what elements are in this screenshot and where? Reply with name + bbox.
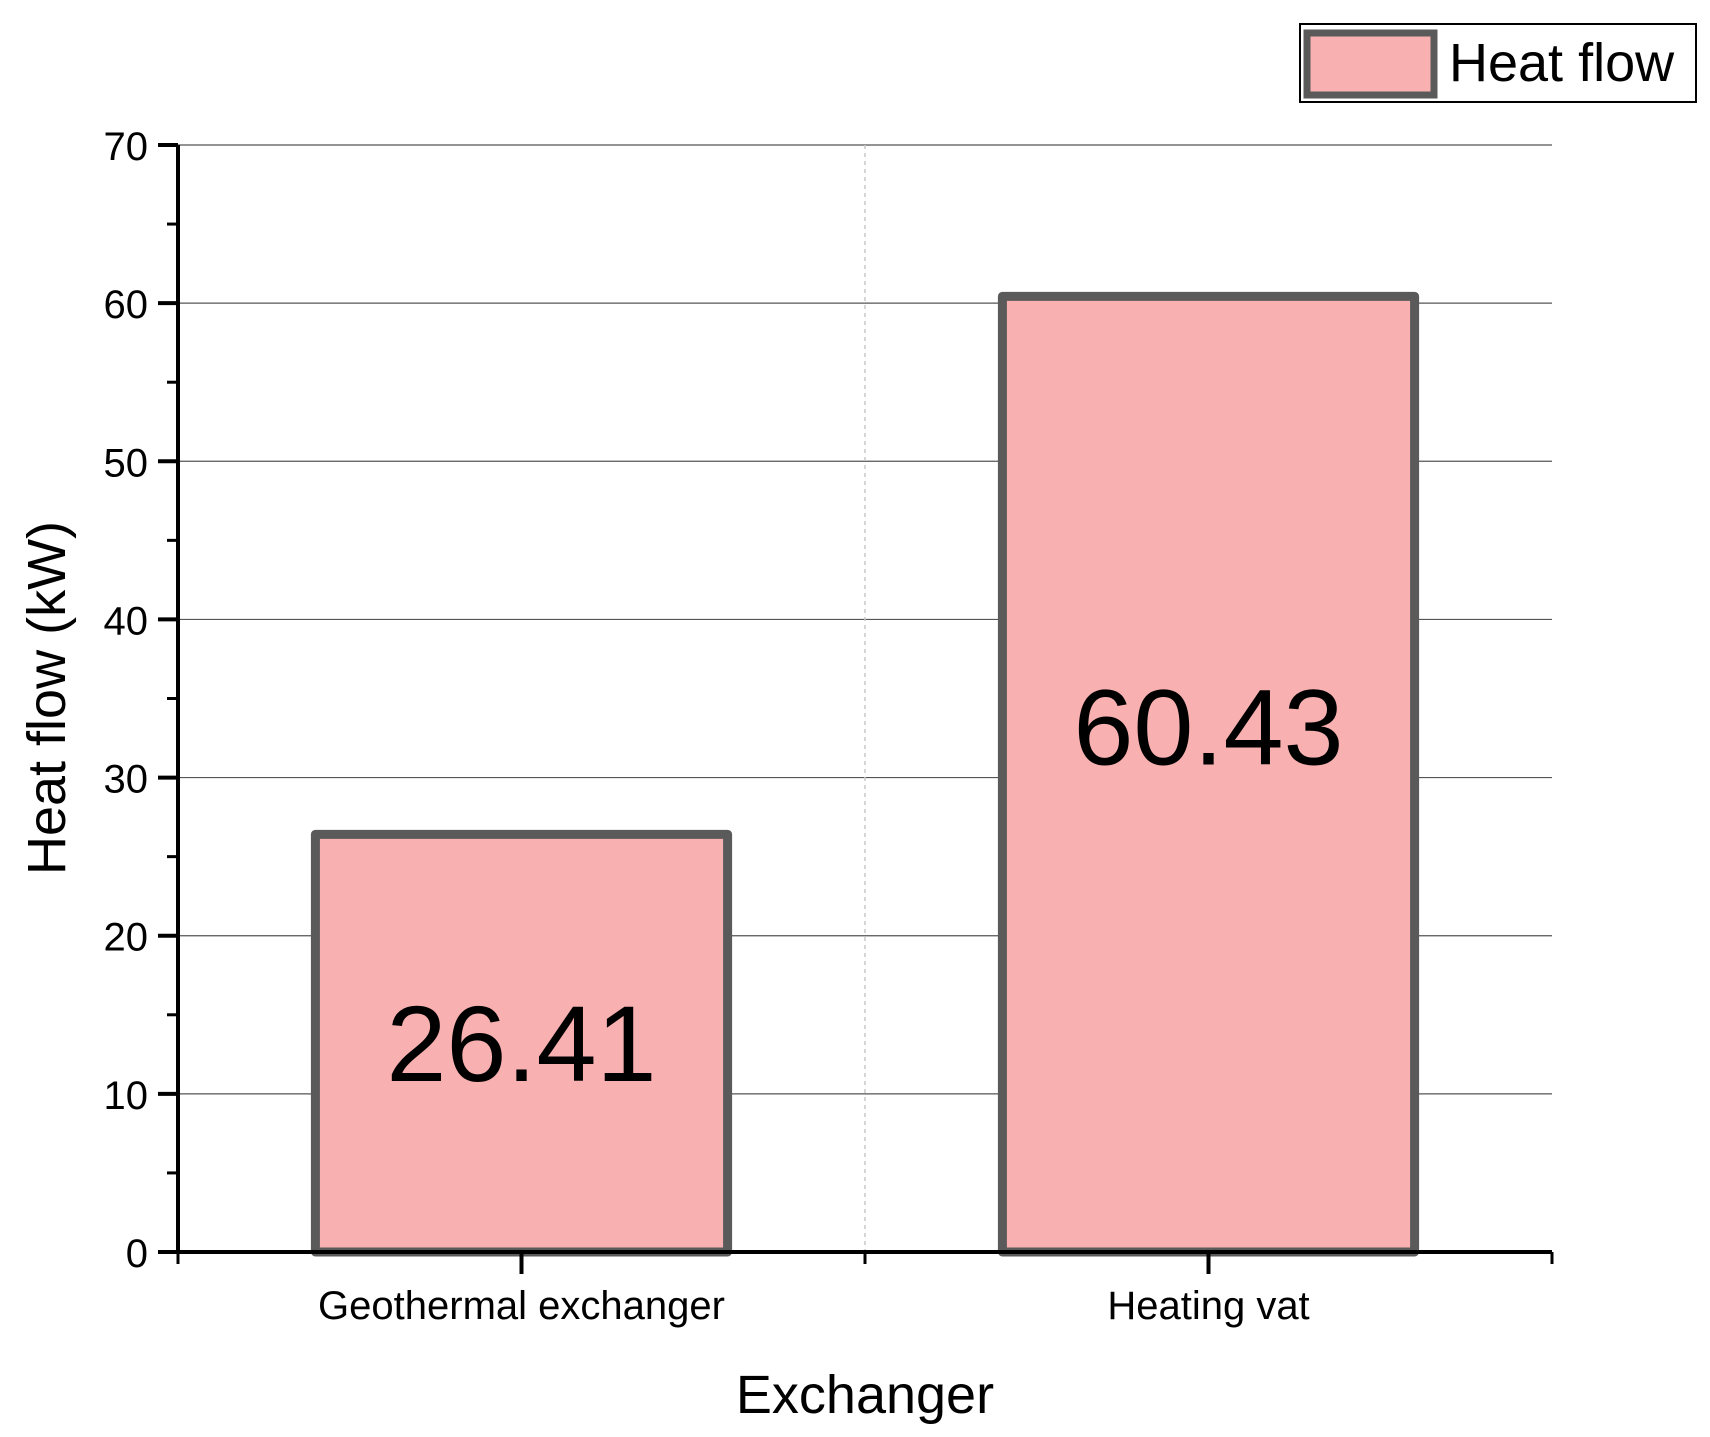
- x-tick-label: Geothermal exchanger: [318, 1284, 725, 1328]
- y-ticks: 0 10 20 30 40 50 60 70: [104, 125, 178, 1276]
- y-tick-label: 60: [104, 283, 149, 327]
- y-tick-label: 0: [126, 1232, 148, 1276]
- bar: [310, 829, 733, 1257]
- data-label: 60.43: [1073, 666, 1343, 787]
- y-tick-label: 70: [104, 125, 149, 169]
- x-axis-title: Exchanger: [736, 1365, 994, 1425]
- y-tick-label: 30: [104, 758, 149, 802]
- legend-swatch: [1303, 29, 1438, 99]
- legend: Heat flow: [1299, 23, 1697, 103]
- y-axis-title: Heat flow (kW): [17, 521, 77, 875]
- y-tick-label: 40: [104, 599, 149, 643]
- bar: [997, 291, 1420, 1257]
- x-ticks: Geothermal exchanger Heating vat: [176, 1252, 1554, 1328]
- y-tick-label: 20: [104, 916, 149, 960]
- y-tick-label: 10: [104, 1074, 149, 1118]
- data-labels: 26.41 60.43: [386, 666, 1343, 1104]
- y-tick-label: 50: [104, 441, 149, 485]
- x-tick-label: Heating vat: [1107, 1284, 1309, 1328]
- data-label: 26.41: [386, 983, 656, 1104]
- bars: [310, 291, 1420, 1257]
- legend-label: Heat flow: [1449, 33, 1675, 93]
